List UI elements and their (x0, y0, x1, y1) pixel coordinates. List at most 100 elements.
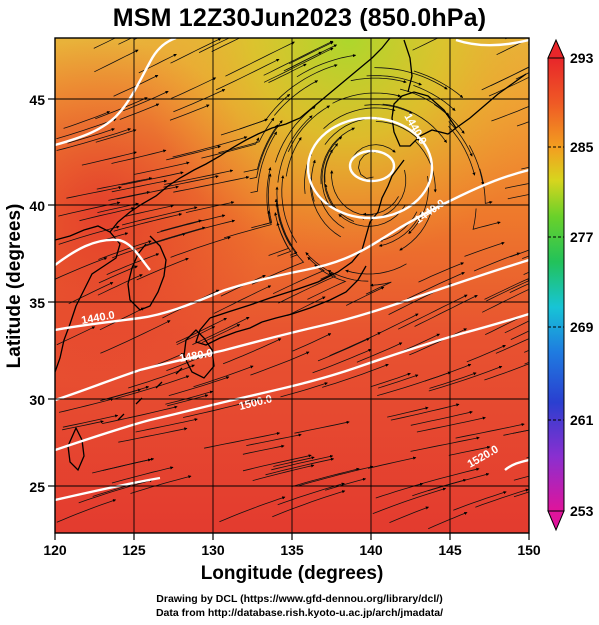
streamline (173, 175, 250, 193)
streamline (504, 183, 529, 189)
streamline (513, 491, 529, 498)
latlon-grid (55, 38, 529, 533)
streamline (243, 124, 279, 173)
streamline (134, 38, 139, 40)
streamline (482, 288, 529, 313)
streamline (374, 67, 448, 90)
streamline (97, 274, 143, 296)
streamline (475, 488, 529, 508)
contour-label: 1480.0 (178, 347, 213, 365)
streamline (390, 403, 460, 421)
y-ticks (48, 98, 55, 487)
streamline (242, 444, 285, 455)
streamline (175, 317, 227, 343)
y-tick-label: 30 (29, 392, 45, 408)
streamline (102, 458, 152, 471)
streamline (370, 372, 411, 388)
streamline (56, 499, 117, 523)
streamline (448, 445, 491, 456)
y-tick-label: 45 (29, 92, 45, 108)
streamline (98, 265, 138, 284)
streamline (413, 70, 464, 98)
streamline (79, 207, 135, 222)
streamline (281, 175, 298, 243)
streamline (198, 38, 231, 53)
streamline (495, 338, 529, 354)
streamline (275, 106, 316, 163)
streamline (263, 166, 272, 226)
streamline (274, 212, 292, 257)
streamline (211, 38, 241, 52)
height-contours (55, 38, 529, 502)
map-plot-area: 1440.0 1440.0 1440.0 1480.0 1500.0 1520.… (55, 38, 529, 533)
streamline (358, 150, 378, 179)
streamline (486, 279, 529, 302)
x-tick-label: 145 (438, 542, 462, 558)
streamline (172, 136, 248, 158)
streamline (222, 338, 282, 365)
streamline (433, 104, 465, 134)
streamline (365, 281, 392, 295)
streamline (268, 63, 307, 83)
streamline (265, 457, 335, 476)
streamline (453, 491, 507, 511)
streamline (135, 418, 198, 433)
streamline (472, 208, 501, 230)
streamline (273, 80, 319, 116)
streamline (428, 511, 468, 530)
streamline (115, 375, 190, 399)
x-tick-label: 120 (43, 542, 67, 558)
streamline (219, 496, 286, 523)
streamline (123, 91, 169, 112)
colorbar-label: 253 (570, 503, 594, 519)
streamline (171, 77, 217, 99)
streamline (58, 397, 114, 413)
streamline (409, 328, 467, 356)
streamline (136, 257, 189, 281)
streamline (116, 185, 179, 200)
x-tick-label: 140 (359, 542, 383, 558)
streamline (118, 38, 133, 45)
colorbar: 293 285 277 269 261 253 (547, 38, 594, 532)
streamline (192, 316, 250, 345)
streamline (193, 365, 254, 388)
streamline (275, 202, 298, 258)
streamline (362, 196, 399, 216)
streamline (308, 177, 342, 238)
streamline (289, 41, 334, 65)
streamline (215, 58, 280, 91)
streamline (101, 405, 178, 424)
streamline (223, 210, 272, 239)
streamline (277, 115, 313, 183)
streamline (170, 38, 222, 64)
streamline (521, 166, 529, 170)
streamline (488, 76, 529, 97)
streamline (414, 295, 478, 327)
streamline (113, 213, 183, 232)
streamline (296, 54, 357, 78)
streamline (167, 394, 209, 407)
streamline (94, 49, 139, 73)
streamline (464, 241, 505, 257)
streamline (121, 171, 184, 186)
streamline (320, 127, 355, 185)
streamline (163, 175, 219, 188)
colorbar-top-arrow (547, 38, 565, 59)
streamline (448, 121, 473, 157)
streamline (249, 120, 283, 180)
streamline (55, 257, 108, 280)
streamline (251, 173, 273, 229)
streamline (164, 169, 234, 185)
streamline (503, 429, 529, 436)
streamline (277, 64, 338, 101)
streamline (504, 320, 529, 334)
streamline (201, 137, 260, 159)
streamline (389, 506, 430, 523)
x-tick-label: 135 (280, 542, 304, 558)
contour-label: 1440.0 (80, 309, 115, 327)
streamline (356, 342, 403, 363)
streamline (277, 482, 345, 506)
streamline (490, 66, 529, 87)
streamline (204, 431, 281, 449)
